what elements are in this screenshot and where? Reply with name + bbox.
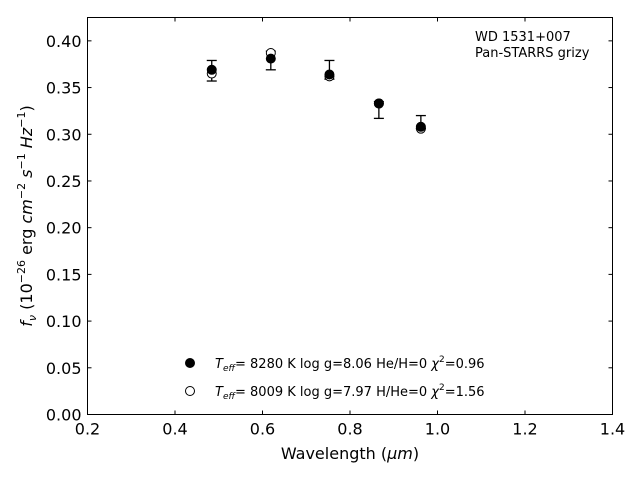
- y-tick-label: 0.05: [46, 359, 82, 378]
- x-tick-label: 0.2: [75, 420, 100, 439]
- y-tick-label: 0.20: [46, 219, 82, 238]
- x-tick-label: 1.4: [600, 420, 625, 439]
- model-point-filled: [415, 121, 426, 132]
- legend-label-open: Teff= 8009 K log g=7.97 H/He=0 χ2=1.56: [215, 383, 485, 402]
- x-tick-label: 0.6: [250, 420, 275, 439]
- x-tick-label: 1.0: [425, 420, 450, 439]
- y-tick-label: 0.35: [46, 79, 82, 98]
- x-axis-label: Wavelength (μm): [281, 444, 419, 463]
- legend-marker-filled: [185, 358, 195, 368]
- annotation-line-2: Pan-STARRS grizy: [475, 46, 590, 61]
- x-tick-label: 0.4: [162, 420, 187, 439]
- legend: Teff= 8280 K log g=8.06 He/H=0 χ2=0.96 T…: [185, 355, 485, 402]
- model-point-filled: [206, 64, 217, 75]
- y-tick-label: 0.25: [46, 172, 82, 191]
- data-layer: [206, 47, 426, 134]
- y-tick-label: 0.30: [46, 125, 82, 144]
- x-tick-label: 1.2: [512, 420, 537, 439]
- y-axis-label: fν (10−26 erg cm−2 s−1 Hz−1): [15, 105, 39, 326]
- model-point-filled: [265, 53, 276, 64]
- ticks-layer: 0.2 0.4 0.6 0.8 1.0 1.2 1.4 0.00 0.05 0.10 0.15 0.2…: [46, 17, 625, 439]
- annotation: WD 1531+007 Pan-STARRS grizy: [475, 30, 590, 61]
- model-point-filled: [324, 69, 335, 80]
- legend-label-filled: Teff= 8280 K log g=8.06 He/H=0 χ2=0.96: [215, 355, 485, 374]
- y-tick-label: 0.10: [46, 312, 82, 331]
- plot-frame: [87, 17, 613, 415]
- x-tick-label: 0.8: [337, 420, 362, 439]
- y-tick-label: 0.00: [46, 406, 82, 425]
- annotation-line-1: WD 1531+007: [475, 30, 571, 45]
- legend-marker-open: [185, 386, 195, 396]
- model-point-filled: [373, 98, 384, 109]
- y-tick-label: 0.15: [46, 265, 82, 284]
- y-tick-label: 0.40: [46, 32, 82, 51]
